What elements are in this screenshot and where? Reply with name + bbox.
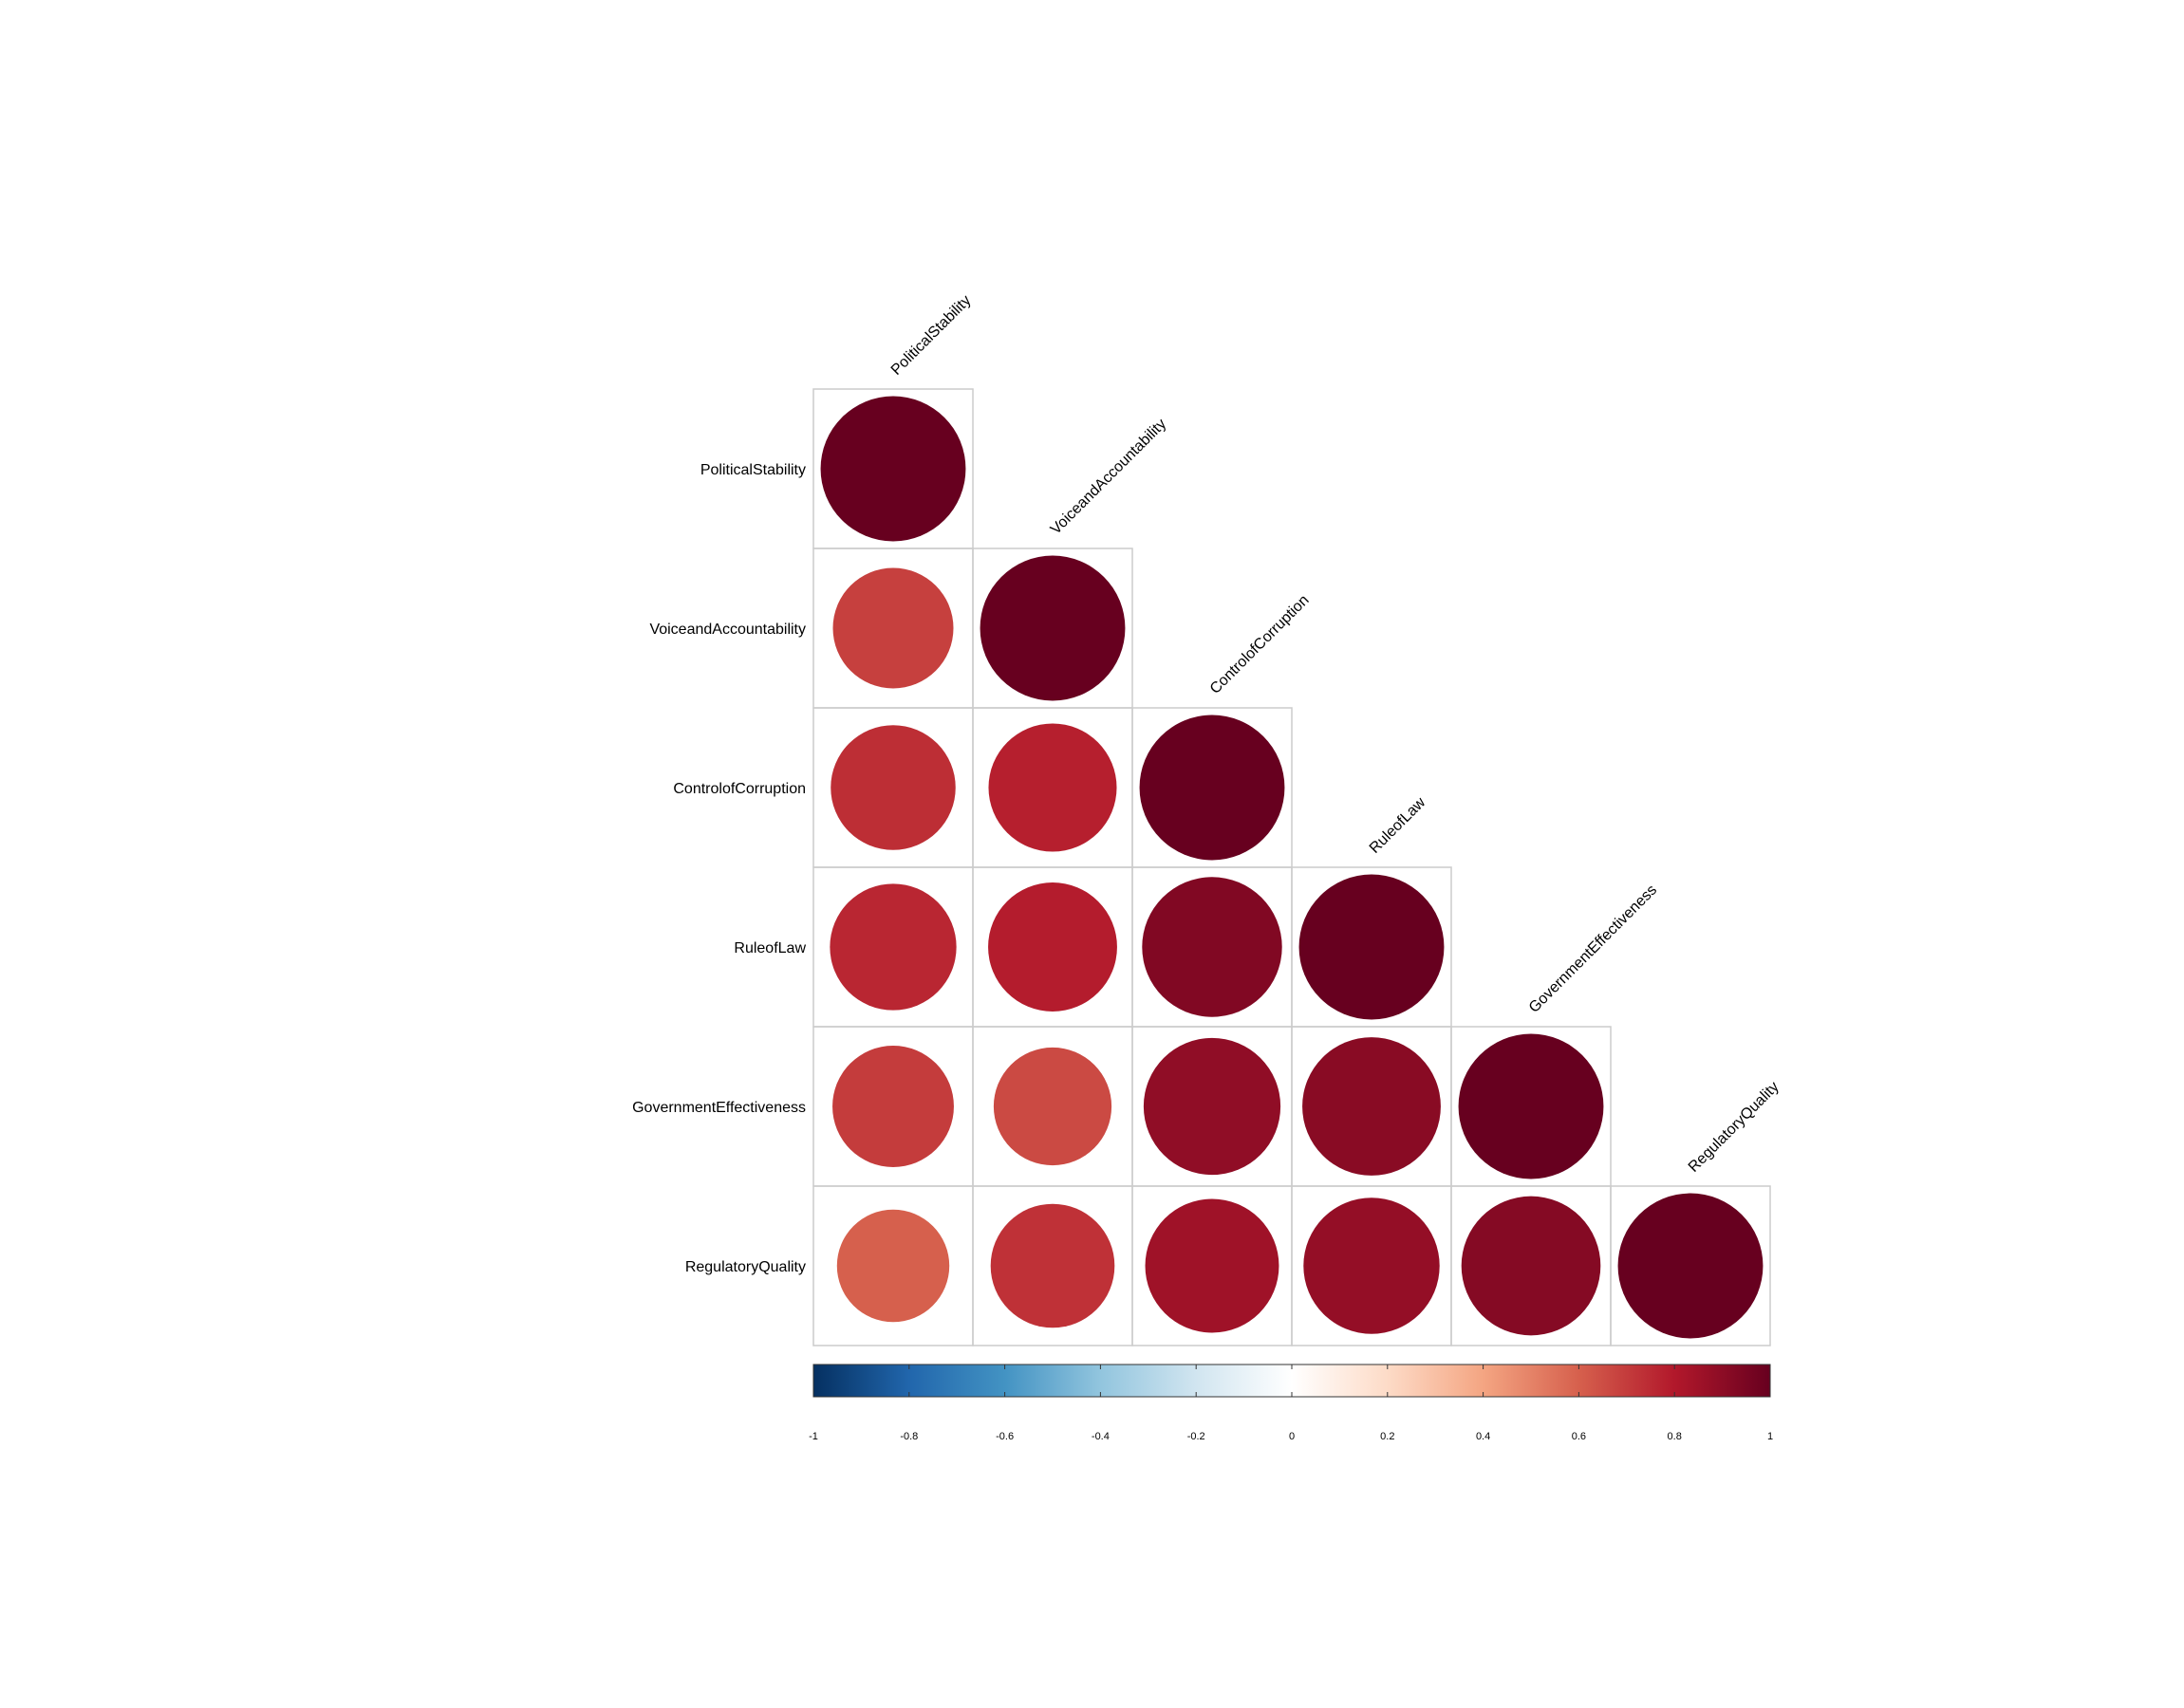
col-label-4: GovernmentEffectiveness [1526, 882, 1660, 1015]
corr-circle-1-1 [980, 555, 1126, 701]
colorbar-tick-label-3: -0.4 [1092, 1431, 1110, 1442]
col-label-1: VoiceandAccountability [1048, 416, 1169, 537]
corr-circle-4-0 [832, 1046, 954, 1167]
corr-circle-4-3 [1302, 1037, 1441, 1176]
corr-circle-2-1 [988, 723, 1117, 852]
corr-circle-3-1 [988, 882, 1117, 1012]
colorbar-tick-label-7: 0.4 [1476, 1431, 1490, 1442]
corr-circle-5-0 [836, 1209, 950, 1323]
col-label-0: PoliticalStability [888, 292, 975, 379]
row-label-3: RuleofLaw [734, 940, 806, 956]
corr-circle-2-2 [1139, 715, 1285, 861]
corr-circle-5-2 [1145, 1198, 1279, 1333]
colorbar-tick-label-10: 1 [1767, 1431, 1773, 1442]
corr-circle-5-1 [990, 1203, 1115, 1328]
grid-cell-5-5 [1610, 1185, 1771, 1346]
row-label-5: RegulatoryQuality [685, 1259, 806, 1275]
corr-circle-2-0 [831, 725, 956, 850]
corr-circle-5-5 [1617, 1193, 1764, 1339]
colorbar-tick-label-2: -0.6 [996, 1431, 1014, 1442]
colorbar-tick-label-8: 0.6 [1572, 1431, 1586, 1442]
row-label-0: PoliticalStability [700, 462, 806, 478]
row-label-1: VoiceandAccountability [649, 622, 806, 638]
colorbar-tick-label-6: 0.2 [1380, 1431, 1394, 1442]
corr-circle-4-1 [993, 1047, 1112, 1166]
row-label-2: ControlofCorruption [673, 781, 806, 797]
colorbar-tick-label-4: -0.2 [1187, 1431, 1205, 1442]
corr-circle-0-0 [820, 396, 966, 542]
corr-circle-3-2 [1142, 877, 1282, 1017]
col-label-3: RuleofLaw [1367, 794, 1429, 857]
corr-circle-1-0 [832, 567, 954, 689]
corr-circle-5-3 [1303, 1197, 1440, 1334]
colorbar [812, 1364, 1771, 1398]
corr-circle-5-4 [1461, 1196, 1601, 1336]
col-label-5: RegulatoryQuality [1686, 1079, 1783, 1176]
col-label-2: ControlofCorruption [1207, 592, 1313, 697]
colorbar-tick-label-9: 0.8 [1668, 1431, 1682, 1442]
corr-circle-4-4 [1458, 1033, 1604, 1179]
colorbar-tick-label-5: 0 [1289, 1431, 1295, 1442]
colorbar-tick-label-0: -1 [809, 1431, 818, 1442]
corr-circle-3-0 [830, 883, 957, 1011]
corr-circle-4-2 [1143, 1037, 1281, 1176]
colorbar-tick-label-1: -0.8 [900, 1431, 918, 1442]
corr-circle-3-3 [1298, 874, 1445, 1020]
row-label-4: GovernmentEffectiveness [632, 1100, 806, 1116]
